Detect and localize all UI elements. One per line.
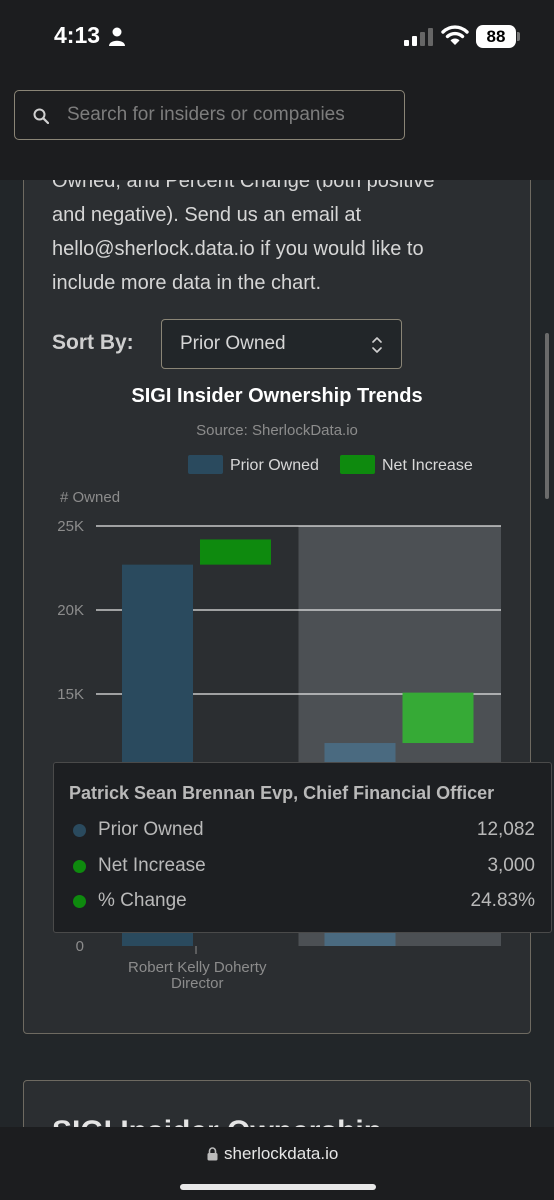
y-axis-label: # Owned <box>60 489 120 506</box>
search-input[interactable] <box>67 99 387 131</box>
legend-label: Prior Owned <box>230 457 319 474</box>
scrollbar-thumb[interactable] <box>545 333 549 499</box>
status-time: 4:13 <box>54 22 100 49</box>
browser-url-bar[interactable]: sherlockdata.io <box>0 1127 554 1200</box>
y-tick-label: 0 <box>76 938 84 955</box>
search-box[interactable] <box>14 90 405 140</box>
tooltip-label: Net Increase <box>98 855 206 877</box>
y-tick-label: 15K <box>57 686 84 703</box>
tooltip-row-net-increase: Net Increase 3,000 <box>69 854 535 880</box>
search-icon <box>33 108 49 124</box>
battery-indicator: 88 <box>476 25 516 48</box>
tooltip-value: 12,082 <box>477 819 535 841</box>
wifi-icon <box>441 24 469 46</box>
lock-icon <box>207 1147 218 1161</box>
tooltip-dot <box>73 895 86 908</box>
person-icon <box>108 27 126 47</box>
bar-net-increase <box>200 539 271 564</box>
bar-net-increase <box>403 693 474 743</box>
tooltip-row-prior-owned: Prior Owned 12,082 <box>69 818 535 844</box>
tooltip-value: 24.83% <box>471 890 535 912</box>
legend-label: Net Increase <box>382 457 473 474</box>
legend-swatch <box>340 455 375 474</box>
home-indicator[interactable] <box>180 1184 376 1190</box>
y-tick-label: 20K <box>57 602 84 619</box>
x-tick-label: Director <box>171 975 224 992</box>
legend-swatch <box>188 455 223 474</box>
cellular-signal-icon <box>404 27 434 47</box>
tooltip-label: % Change <box>98 890 187 912</box>
chart-title: SIGI Insider Ownership Trends <box>131 385 422 407</box>
chart-subtitle: Source: SherlockData.io <box>196 422 358 439</box>
tooltip-label: Prior Owned <box>98 819 204 841</box>
x-tick-label: Robert Kelly Doherty <box>128 959 267 976</box>
url-domain[interactable]: sherlockdata.io <box>224 1144 338 1164</box>
tooltip-dot <box>73 860 86 873</box>
battery-nub <box>517 32 520 41</box>
chart-legend: Prior Owned Net Increase <box>188 455 473 474</box>
chart-tooltip: Patrick Sean Brennan Evp, Chief Financia… <box>53 762 552 933</box>
tooltip-value: 3,000 <box>487 855 535 877</box>
tooltip-dot <box>73 824 86 837</box>
y-tick-label: 25K <box>57 518 84 535</box>
tooltip-title: Patrick Sean Brennan Evp, Chief Financia… <box>69 783 494 804</box>
top-bar: 4:13 88 <box>0 0 554 180</box>
tooltip-row-percent-change: % Change 24.83% <box>69 889 535 915</box>
